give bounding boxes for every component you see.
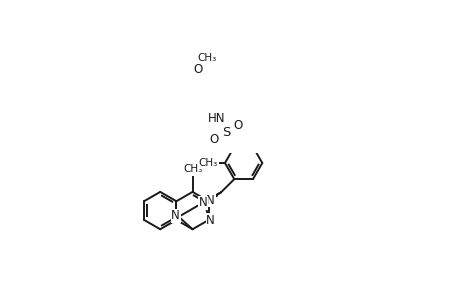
Text: HN: HN — [207, 112, 225, 125]
Text: N: N — [198, 196, 207, 209]
Text: O: O — [233, 119, 242, 132]
Text: CH₃: CH₃ — [197, 53, 217, 63]
Text: S: S — [221, 126, 230, 139]
Text: N: N — [206, 194, 215, 207]
Text: CH₃: CH₃ — [183, 164, 202, 173]
Text: O: O — [193, 63, 202, 76]
Text: N: N — [206, 214, 215, 227]
Text: O: O — [208, 133, 218, 146]
Text: N: N — [171, 209, 180, 222]
Text: CH₃: CH₃ — [198, 158, 218, 168]
